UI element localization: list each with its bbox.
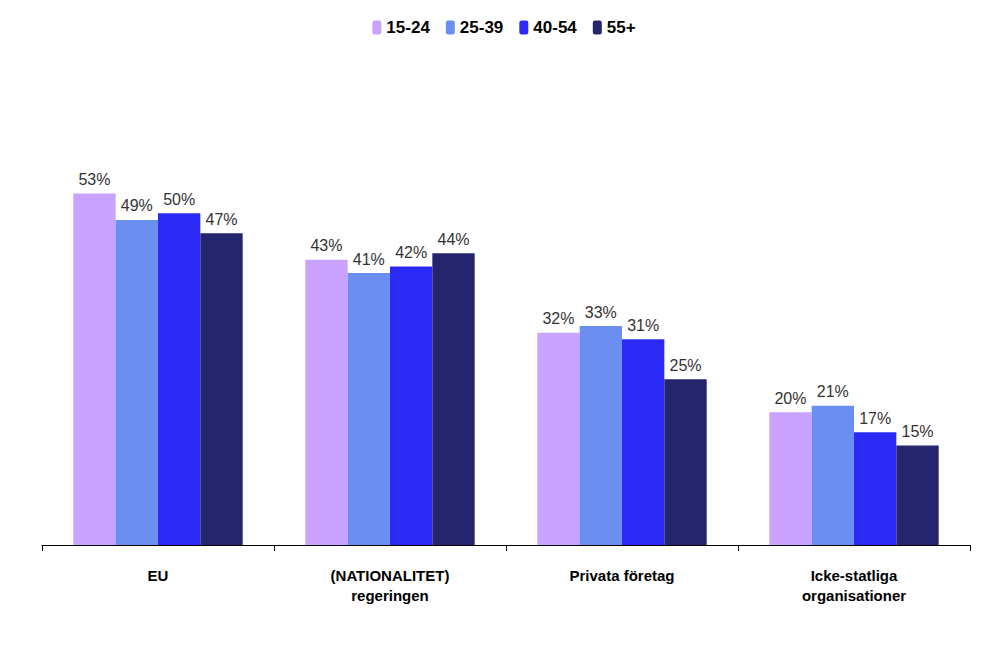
svg-text:organisationer: organisationer (802, 587, 906, 604)
svg-text:Icke-statliga: Icke-statliga (811, 567, 898, 584)
svg-text:42%: 42% (395, 244, 427, 261)
svg-text:33%: 33% (585, 304, 617, 321)
svg-text:47%: 47% (205, 211, 237, 228)
svg-text:EU: EU (148, 567, 169, 584)
svg-text:53%: 53% (78, 171, 110, 188)
svg-text:50%: 50% (163, 191, 195, 208)
svg-text:32%: 32% (542, 310, 574, 327)
svg-text:41%: 41% (353, 251, 385, 268)
svg-text:21%: 21% (817, 383, 849, 400)
svg-text:regeringen: regeringen (351, 587, 429, 604)
svg-text:25%: 25% (669, 357, 701, 374)
svg-text:15-24: 15-24 (386, 18, 430, 37)
svg-text:49%: 49% (121, 197, 153, 214)
svg-text:(NATIONALITET): (NATIONALITET) (331, 567, 450, 584)
svg-text:15%: 15% (901, 423, 933, 440)
svg-text:20%: 20% (774, 390, 806, 407)
svg-text:55+: 55+ (607, 18, 636, 37)
svg-text:31%: 31% (627, 317, 659, 334)
svg-text:43%: 43% (310, 237, 342, 254)
svg-text:Privata företag: Privata företag (569, 567, 674, 584)
svg-text:44%: 44% (437, 231, 469, 248)
svg-text:40-54: 40-54 (533, 18, 577, 37)
svg-text:25-39: 25-39 (460, 18, 503, 37)
svg-text:17%: 17% (859, 410, 891, 427)
